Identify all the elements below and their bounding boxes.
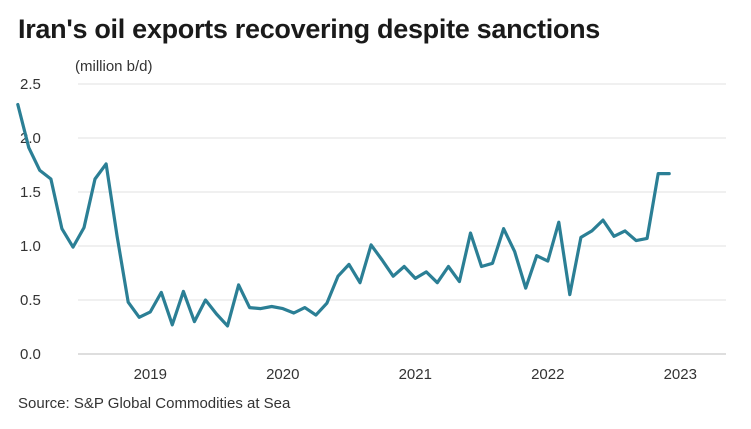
- y-tick-label: 0.5: [20, 292, 41, 309]
- y-tick-label: 0.0: [20, 346, 41, 363]
- y-tick-label: 2.5: [20, 76, 41, 93]
- x-tick-label: 2023: [664, 366, 697, 383]
- y-tick-label: 1.0: [20, 238, 41, 255]
- series-line-oil-exports: [16, 102, 671, 328]
- y-axis-unit-label: (million b/d): [75, 58, 153, 75]
- y-tick-label: 2.0: [20, 130, 41, 147]
- y-tick-label: 1.5: [20, 184, 41, 201]
- chart-title: Iran's oil exports recovering despite sa…: [18, 14, 601, 44]
- x-tick-label: 2022: [531, 366, 564, 383]
- x-tick-label: 2021: [399, 366, 432, 383]
- x-tick-label: 2019: [134, 366, 167, 383]
- source-note: Source: S&P Global Commodities at Sea: [18, 395, 291, 412]
- x-tick-label: 2020: [266, 366, 299, 383]
